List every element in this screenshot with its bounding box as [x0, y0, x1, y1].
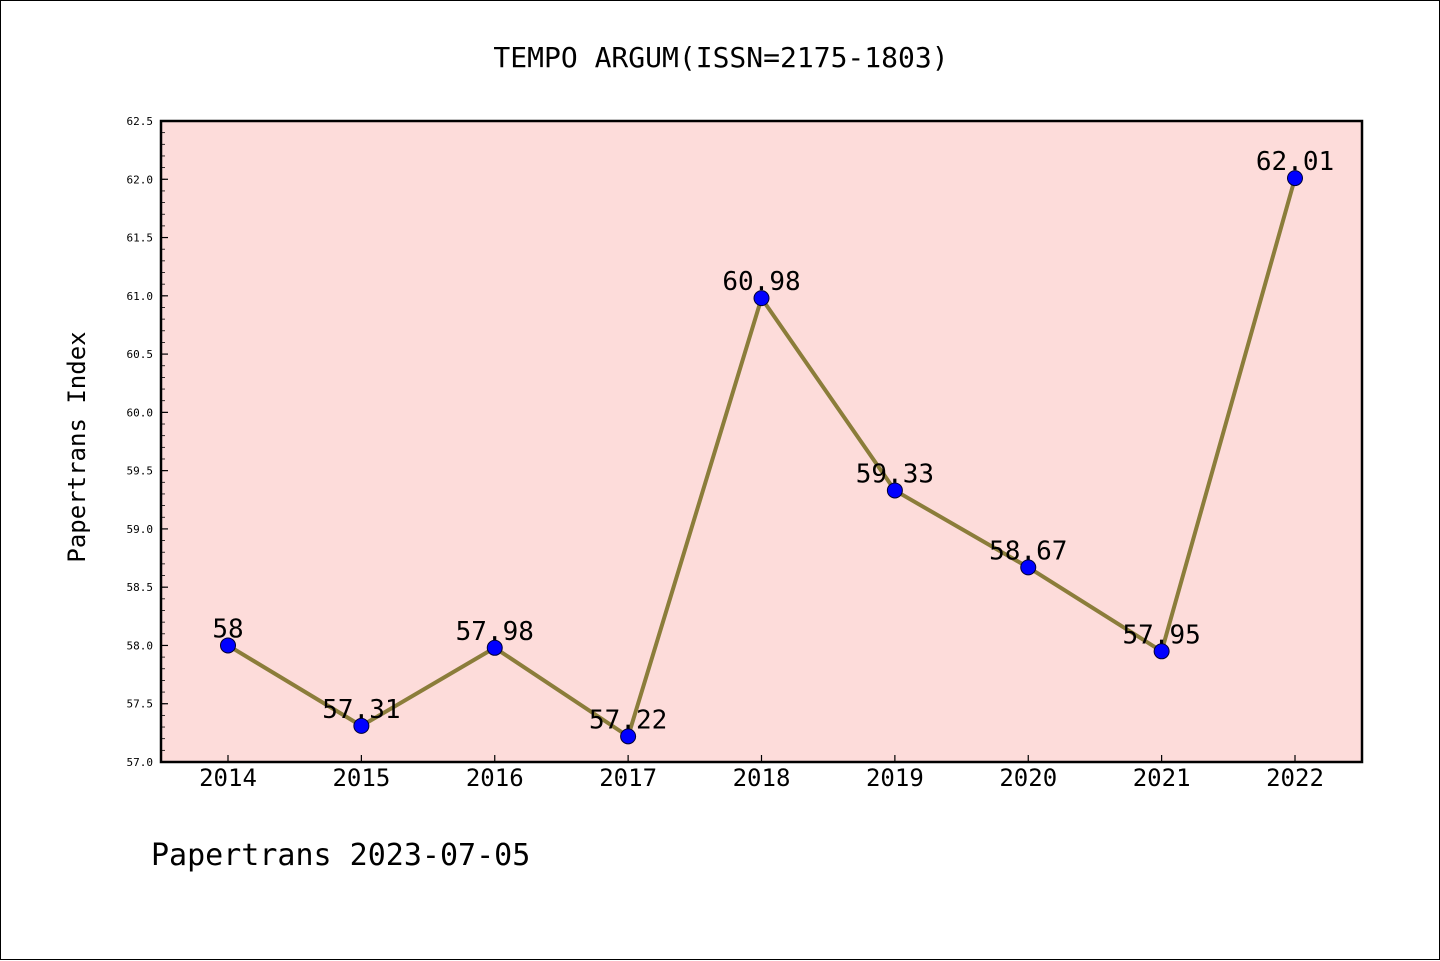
data-label: 57.22 — [589, 705, 667, 735]
x-tick-label: 2018 — [733, 764, 791, 792]
x-tick-label: 2016 — [466, 764, 524, 792]
data-label: 58 — [212, 614, 243, 644]
data-label: 57.95 — [1122, 620, 1200, 650]
y-tick-label: 62.0 — [127, 173, 154, 186]
data-label: 58.67 — [989, 536, 1067, 566]
x-tick-label: 2022 — [1266, 764, 1324, 792]
data-point — [886, 482, 903, 499]
y-tick-label: 61.0 — [127, 290, 154, 303]
data-label: 62.01 — [1256, 147, 1334, 177]
y-tick-label: 60.0 — [127, 406, 154, 419]
y-tick-label: 59.0 — [127, 523, 154, 536]
data-point — [486, 639, 503, 656]
y-tick-label: 59.5 — [127, 465, 154, 478]
data-point — [753, 290, 770, 307]
data-point — [1287, 170, 1303, 187]
y-axis-label: Papertrans Index — [63, 331, 91, 562]
y-tick-label: 57.5 — [127, 698, 154, 711]
y-tick-label: 62.5 — [127, 115, 154, 128]
chart-title: TEMPO ARGUM(ISSN=2175-1803) — [493, 41, 948, 74]
x-tick-label: 2021 — [1133, 764, 1191, 792]
y-tick-label: 58.5 — [127, 581, 154, 594]
x-tick-label: 2020 — [999, 764, 1057, 792]
data-labels: 58 57.31 57.98 57.22 60.98 59.33 58.67 57.95 62.… — [212, 147, 1334, 735]
x-tick-label: 2014 — [199, 764, 257, 792]
data-point — [1020, 559, 1037, 576]
data-point — [220, 637, 236, 654]
y-tick-label: 58.0 — [127, 639, 154, 652]
y-tick-label: 57.0 — [127, 756, 154, 769]
y-tick-label: 60.5 — [127, 348, 154, 361]
y-tick-label: 61.5 — [127, 232, 154, 245]
x-tick-label: 2015 — [332, 764, 390, 792]
x-tick-label: 2019 — [866, 764, 924, 792]
y-axis-ticks: 57.0 57.5 58.0 58.5 59.0 59.5 60.0 60.5 61.0 61.5… — [127, 115, 168, 769]
data-markers — [220, 170, 1303, 745]
plot-area — [159, 119, 1364, 764]
data-point — [620, 728, 637, 745]
data-label: 57.31 — [322, 695, 400, 725]
data-label: 60.98 — [722, 267, 800, 297]
data-label: 59.33 — [856, 459, 934, 489]
x-axis-ticks: 2014 2015 2016 2017 2018 2019 2020 2021 2022 — [199, 755, 1324, 792]
data-point — [353, 717, 370, 734]
footer-credit: Papertrans 2023-07-05 — [151, 838, 530, 873]
data-point — [1153, 643, 1170, 660]
x-tick-label: 2017 — [599, 764, 657, 792]
data-label: 57.98 — [456, 617, 534, 647]
